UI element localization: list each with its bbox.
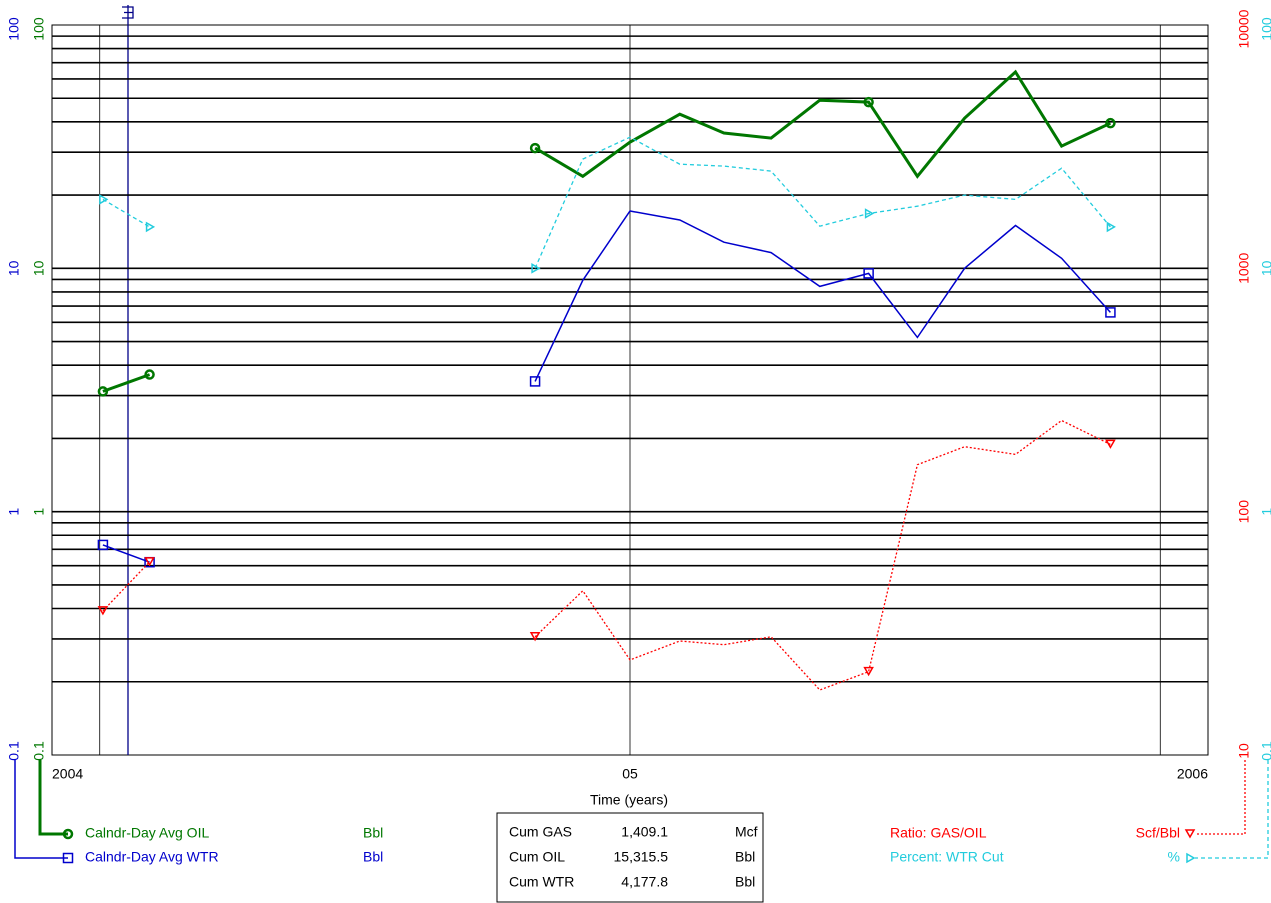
legend-unit: Bbl (363, 825, 383, 841)
legend-label: Percent: WTR Cut (890, 849, 1004, 865)
marker (145, 221, 156, 233)
y-tick-label: 0.1 (31, 741, 47, 761)
marker (97, 606, 109, 616)
legend-connector (14, 760, 68, 859)
legend-connector (1195, 760, 1246, 835)
marker (62, 828, 74, 840)
summary-cell: Bbl (735, 849, 755, 865)
series-line (102, 419, 1111, 691)
marker (531, 263, 541, 274)
y-tick-label: 1000 (1236, 253, 1252, 284)
summary-cell: 4,177.8 (621, 874, 668, 890)
marker (863, 268, 874, 279)
y-tick-label: 10 (1259, 260, 1271, 276)
marker (144, 557, 155, 567)
summary-cell: 15,315.5 (614, 849, 669, 865)
series-line (102, 69, 1112, 393)
y-tick-label: 100 (1259, 17, 1271, 41)
summary-cell: Bbl (735, 874, 755, 890)
summary-cell: 1,409.1 (621, 824, 668, 840)
marker (97, 386, 109, 397)
legend-connector (38, 760, 68, 836)
y-tick-label: 1 (31, 508, 47, 516)
marker (1106, 221, 1116, 233)
legend-label: Calndr-Day Avg OIL (85, 825, 209, 841)
legend-unit: Scf/Bbl (1136, 825, 1180, 841)
marker (864, 208, 875, 219)
marker (1184, 829, 1196, 839)
legend-unit: % (1168, 849, 1180, 865)
series-line (102, 136, 1111, 269)
summary-cell: Cum WTR (509, 874, 574, 890)
y-tick-label: 10 (1236, 743, 1252, 759)
marker (863, 96, 874, 108)
marker (62, 852, 74, 864)
x-tick-label: 05 (622, 766, 638, 782)
y-tick-label: 1 (1259, 508, 1271, 516)
summary-box (496, 812, 764, 903)
x-tick-label: 2006 (1177, 766, 1208, 782)
y-tick-label: 100 (1236, 500, 1252, 524)
marker (1105, 307, 1116, 318)
y-tick-label: 10000 (1236, 9, 1252, 48)
marker (1105, 117, 1116, 129)
legend-unit: Bbl (363, 849, 383, 865)
marker (144, 369, 155, 380)
legend-connector (1195, 760, 1269, 859)
summary-cell: Cum OIL (509, 849, 565, 865)
y-tick-label: 100 (31, 17, 47, 41)
marker (529, 376, 541, 387)
legend-label: Ratio: GAS/OIL (890, 825, 987, 841)
summary-cell: Mcf (735, 824, 758, 840)
marker (529, 632, 541, 642)
marker (99, 194, 109, 205)
cursor-handle (122, 6, 134, 19)
y-tick-label: 0.1 (6, 741, 22, 761)
y-tick-label: 100 (6, 17, 22, 41)
marker (97, 539, 109, 551)
legend-label: Calndr-Day Avg WTR (85, 849, 219, 865)
series-line (102, 210, 1111, 563)
marker (1186, 852, 1196, 864)
y-tick-label: 0.1 (1259, 741, 1271, 761)
marker (1105, 439, 1116, 449)
y-tick-label: 10 (6, 260, 22, 276)
x-tick-label: 2004 (52, 766, 83, 782)
y-tick-label: 1 (6, 508, 22, 516)
x-axis-label: Time (years) (590, 792, 668, 808)
y-tick-label: 10 (31, 260, 47, 276)
summary-cell: Cum GAS (509, 824, 572, 840)
marker (529, 142, 541, 154)
marker (863, 666, 874, 677)
